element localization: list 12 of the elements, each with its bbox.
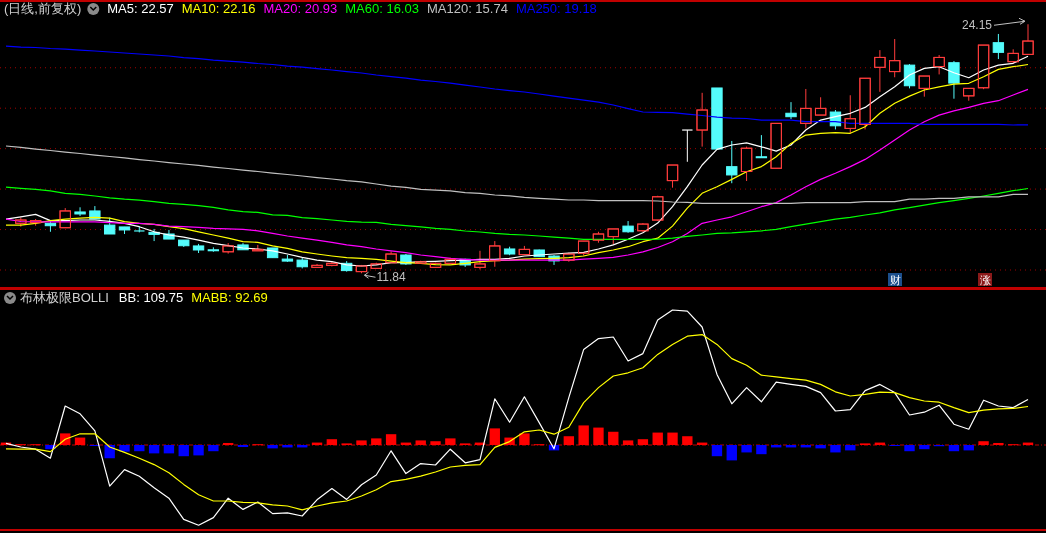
text: MABB: 92.69 [191, 290, 268, 305]
chart-title: 布林极限BOLLI [20, 290, 109, 305]
text: MA5: 22.57 [107, 1, 174, 16]
text: MA250: 19.18 [515, 1, 597, 16]
chart-title: (日线,前复权) [4, 1, 82, 16]
annotation: 11.84 [376, 270, 406, 285]
text: MA10: 22.16 [181, 1, 256, 16]
annotation: 24.15 [961, 18, 993, 33]
text: BB: 109.75 [118, 290, 184, 305]
text: MA20: 20.93 [263, 1, 338, 16]
text: MA60: 16.03 [345, 1, 419, 16]
text: MA120: 15.74 [426, 1, 508, 16]
